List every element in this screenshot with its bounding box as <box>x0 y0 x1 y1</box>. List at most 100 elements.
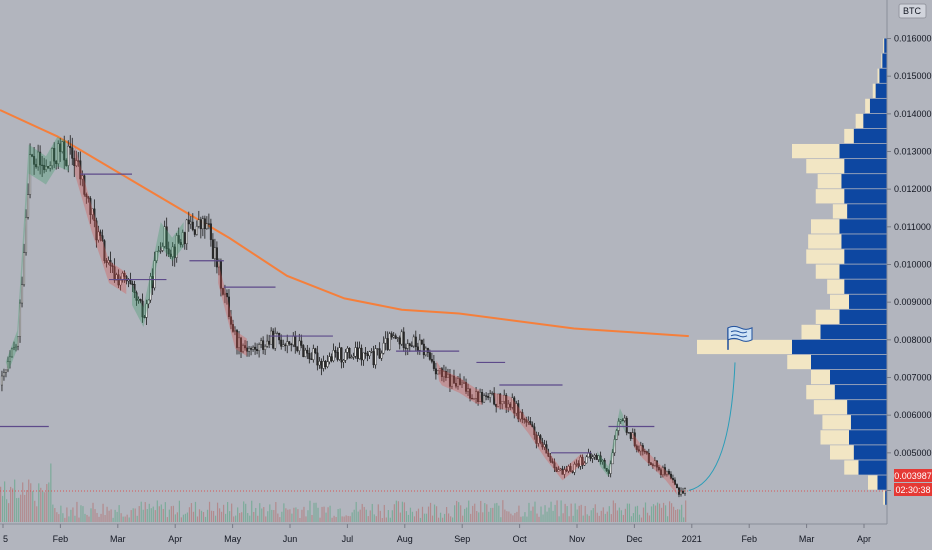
candle-body <box>396 337 399 339</box>
volume-bar <box>227 502 229 522</box>
volume-bar <box>435 506 438 522</box>
volume-bar <box>142 509 144 522</box>
candle-body <box>10 348 13 358</box>
volume-bar <box>208 501 211 522</box>
volume-bar <box>574 503 576 522</box>
volume-bar <box>546 511 548 522</box>
profile-down-bar <box>811 219 840 234</box>
candle-body <box>448 374 451 387</box>
candle-body <box>225 292 228 298</box>
profile-down-bar <box>872 83 876 98</box>
volume-bar <box>562 513 564 522</box>
volume-bar <box>333 515 335 522</box>
volume-bar <box>454 505 456 522</box>
volume-bar <box>339 508 341 522</box>
candle-body <box>75 160 78 166</box>
profile-down-bar <box>806 385 835 400</box>
candle-body <box>268 340 271 345</box>
volume-bar <box>437 517 440 522</box>
volume-bar <box>44 492 46 522</box>
volume-bar <box>472 505 474 522</box>
profile-up-bar <box>884 38 887 53</box>
candle-body <box>330 356 333 361</box>
candle-body <box>571 471 574 473</box>
volume-bar <box>146 509 148 522</box>
candle-body <box>579 456 582 467</box>
profile-up-bar <box>849 430 887 445</box>
candle-body <box>434 368 437 375</box>
volume-bar <box>433 504 436 522</box>
volume-bar <box>462 515 464 522</box>
time-axis[interactable]: 5 Feb Mar Apr May Jun Jul Aug Sep Oct Nov Dec 2021 Fe… <box>2 524 871 544</box>
candle-body <box>252 346 255 350</box>
volume-bar <box>552 510 554 522</box>
volume-bar <box>636 505 639 522</box>
volume-bar <box>178 500 181 522</box>
candle-body <box>35 164 38 168</box>
volume-bar <box>96 512 98 522</box>
candle-body <box>567 466 570 472</box>
profile-down-bar <box>697 339 792 355</box>
volume-bar <box>269 504 271 522</box>
volume-bar <box>345 515 347 522</box>
volume-bar <box>214 515 217 522</box>
candle-body <box>603 460 606 469</box>
volume-bar <box>309 500 311 522</box>
volume-bar <box>542 514 544 522</box>
volume-bar <box>88 516 90 522</box>
volume-bar <box>486 504 488 522</box>
candle-body <box>109 260 112 266</box>
volume-bar <box>172 505 174 522</box>
candle-body <box>17 336 20 347</box>
candle-body <box>221 288 224 295</box>
candle-body <box>322 361 325 369</box>
volume-bar <box>532 506 534 522</box>
volume-bar <box>273 510 275 522</box>
profile-up-bar <box>849 294 887 309</box>
volume-bar <box>478 512 480 522</box>
volume-bar <box>395 500 397 522</box>
volume-bar <box>504 509 506 522</box>
volume-bar <box>20 494 22 522</box>
profile-down-bar <box>815 189 845 204</box>
candle-body <box>513 397 516 414</box>
candle-body <box>191 221 194 230</box>
currency-badge: BTC <box>898 3 927 19</box>
profile-down-bar <box>792 143 840 159</box>
profile-down-bar <box>787 354 811 370</box>
volume-bar <box>307 510 309 522</box>
candle-body <box>671 478 674 481</box>
volume-bar <box>580 504 582 522</box>
candle-body <box>565 469 568 472</box>
candle-body <box>290 343 293 346</box>
volume-bar <box>347 515 349 522</box>
time-tick-label: Dec <box>626 534 643 544</box>
candle-body <box>619 419 622 422</box>
volume-bar <box>365 509 367 522</box>
volume-bar <box>315 502 317 522</box>
candle-body <box>302 345 305 357</box>
candle-body <box>59 143 62 152</box>
candle-body <box>332 350 335 361</box>
volume-bar <box>162 508 164 522</box>
candle-body <box>609 463 612 474</box>
volume-bar <box>198 509 201 522</box>
volume-bar <box>608 506 610 522</box>
volume-bar <box>596 512 598 522</box>
candle-body <box>8 356 11 362</box>
volume-bar <box>122 516 124 522</box>
candle-body <box>561 468 564 475</box>
candle-body <box>655 460 658 468</box>
candle-body <box>475 391 478 399</box>
volume-bar <box>540 506 542 522</box>
candle-body <box>264 346 267 350</box>
profile-up-bar <box>879 68 887 83</box>
candle-body <box>523 418 526 421</box>
volume-bar <box>305 516 307 522</box>
time-tick-label: Apr <box>857 534 871 544</box>
time-tick-label: Feb <box>53 534 69 544</box>
volume-bar <box>441 517 444 522</box>
profile-up-bar <box>839 219 887 234</box>
volume-bar <box>383 504 385 522</box>
